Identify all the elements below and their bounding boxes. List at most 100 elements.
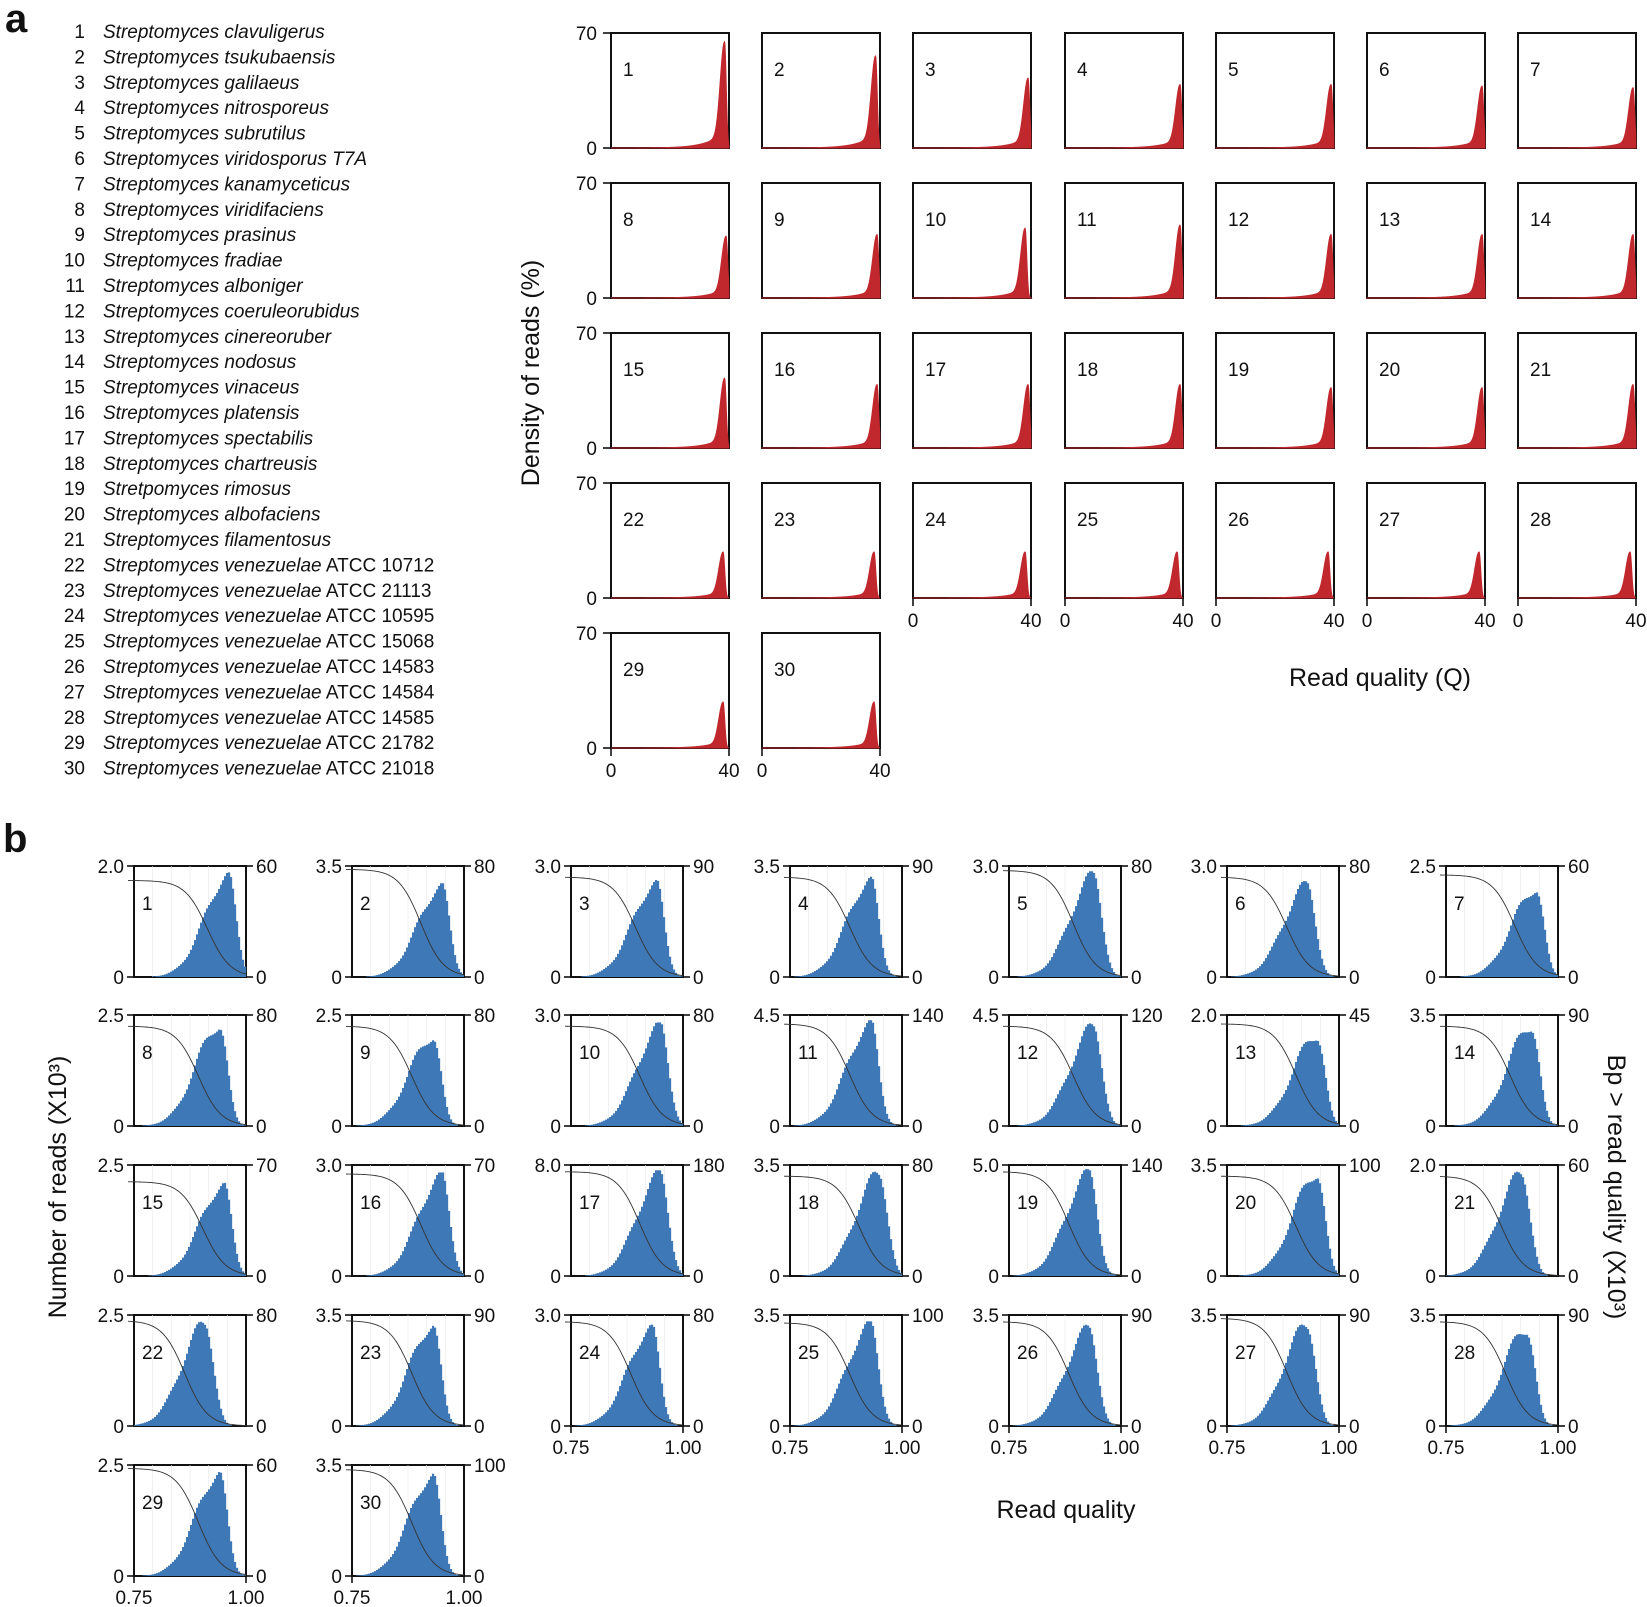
histogram-bar <box>1476 973 1479 977</box>
histogram-bar <box>432 1040 435 1126</box>
histogram-bar <box>627 1086 630 1126</box>
species-number: 17 <box>64 428 85 449</box>
histogram-bar <box>444 1394 447 1426</box>
histogram-bar <box>1528 1337 1531 1426</box>
histogram-bar <box>880 1384 883 1426</box>
histogram-bar <box>154 1274 157 1276</box>
histogram-bar <box>1480 1253 1483 1276</box>
histogram-bar <box>1255 1417 1258 1426</box>
histogram-bar <box>162 1272 165 1276</box>
histogram-bar <box>633 1073 636 1126</box>
histogram-bar <box>242 1574 245 1576</box>
histogram-bar <box>214 1478 217 1576</box>
histogram-bar <box>378 1119 381 1126</box>
histogram-bar <box>681 1272 684 1276</box>
histogram-bar <box>1251 971 1254 977</box>
histogram-bar <box>876 1172 879 1276</box>
y-tick-label: 0 <box>586 289 597 310</box>
histogram-bar <box>896 1265 899 1276</box>
histogram-bar <box>1488 1399 1491 1426</box>
histogram-bar <box>452 1241 455 1276</box>
histogram-bar <box>1540 904 1543 977</box>
y2-tick-label: 0 <box>912 968 923 989</box>
histogram-bar <box>232 1228 235 1276</box>
histogram-bar <box>146 1575 149 1576</box>
histogram-bar <box>1482 969 1485 977</box>
cumulative-bp-line <box>1002 1025 1122 1126</box>
histogram-bar <box>1255 969 1258 977</box>
histogram-bar <box>1249 1274 1252 1276</box>
histogram-bar <box>1061 1224 1064 1276</box>
histogram-bar <box>192 1237 195 1276</box>
subplot-number: 23 <box>360 1343 381 1364</box>
histogram-bar <box>440 1514 443 1576</box>
histogram-bar <box>404 1082 407 1126</box>
histogram-bar <box>1091 871 1094 977</box>
histogram-bar <box>884 1199 887 1276</box>
density-subplot: 270 40 <box>1362 482 1496 632</box>
species-italic-name: Streptomyces venezuelae <box>103 759 322 780</box>
histogram-bar <box>1031 973 1034 977</box>
histogram-bar <box>840 932 843 977</box>
histogram-bar <box>422 911 425 977</box>
y2-tick-label: 0 <box>1131 1417 1142 1438</box>
histogram-bar <box>1458 1125 1461 1126</box>
histogram-bar <box>824 1269 827 1276</box>
histogram-bar <box>884 958 887 977</box>
histogram-bar <box>1474 1120 1477 1126</box>
histogram-bar <box>643 1201 646 1276</box>
histogram-bar <box>370 1423 373 1426</box>
histogram-bar <box>1079 893 1082 977</box>
histogram-bar <box>180 1260 183 1276</box>
species-strain: ATCC 14583 <box>322 657 435 678</box>
histogram-bar <box>627 1235 630 1276</box>
histogram-bar <box>1115 1123 1118 1126</box>
histogram-bar <box>178 1262 181 1276</box>
histogram-bar <box>599 1272 602 1276</box>
histogram-bar <box>1289 911 1292 977</box>
cumulative-bp-line <box>345 1469 465 1576</box>
histogram-bar <box>160 1273 163 1276</box>
histogram-bar <box>194 1231 197 1276</box>
species-name: Streptomyces viridifaciens <box>103 200 324 221</box>
histogram-bar <box>663 917 666 977</box>
histogram-bar <box>858 897 861 977</box>
histogram-bar <box>854 903 857 977</box>
histogram-bar <box>220 1472 223 1576</box>
subplot-number: 10 <box>579 1043 600 1064</box>
histogram-bar <box>1051 1106 1054 1126</box>
histogram-bar <box>846 1063 849 1126</box>
histogram-bar <box>1021 1125 1024 1126</box>
histogram-bar <box>1037 1120 1040 1126</box>
histogram-bar <box>862 1328 865 1426</box>
histogram-bar <box>194 1512 197 1576</box>
histogram-bar <box>872 1022 875 1126</box>
y-tick-label: 70 <box>576 24 597 45</box>
histogram-bar <box>856 900 859 977</box>
histogram-bar <box>1031 1421 1034 1426</box>
histogram-bar <box>1496 955 1499 977</box>
histogram-bar <box>228 1199 231 1276</box>
histogram-bar <box>380 973 383 977</box>
histogram-bar <box>182 962 185 977</box>
histogram-bar <box>659 1367 662 1426</box>
histogram-bar <box>222 1183 225 1276</box>
histogram-bar <box>858 1340 861 1426</box>
histogram-bar <box>1474 1417 1477 1426</box>
histogram-bar <box>1279 931 1282 977</box>
histogram-bar <box>615 1110 618 1126</box>
subplot-number: 26 <box>1228 510 1249 531</box>
histogram-bar <box>1522 1032 1525 1126</box>
density-area <box>1215 83 1335 149</box>
histogram-bar <box>860 893 863 977</box>
histogram-bar <box>605 967 608 977</box>
histogram-bar <box>878 919 881 977</box>
histogram-bar <box>1297 1056 1300 1126</box>
histogram-bar <box>202 1496 205 1576</box>
histogram-bar <box>444 1180 447 1276</box>
histogram-bar <box>1073 1061 1076 1126</box>
histogram-bar <box>836 943 839 977</box>
y-tick-label: 3.0 <box>535 1006 561 1027</box>
